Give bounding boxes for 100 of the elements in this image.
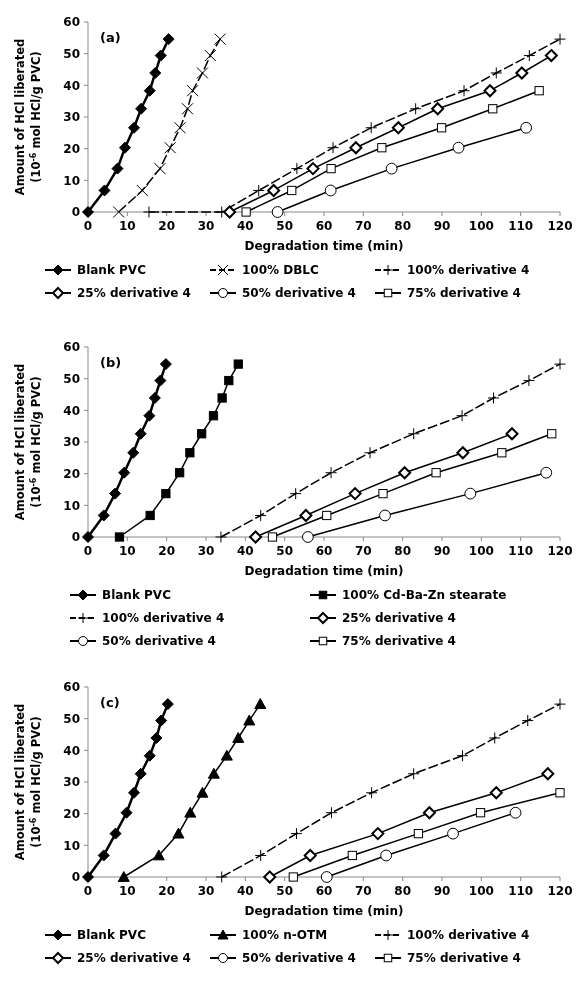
point — [289, 487, 302, 500]
legend-label: 100% n-OTM — [242, 928, 328, 943]
point — [135, 102, 148, 115]
point — [185, 448, 195, 458]
point — [452, 141, 465, 154]
point — [120, 806, 133, 819]
point — [152, 849, 165, 861]
y-tick-label: 30 — [63, 110, 80, 125]
point — [109, 487, 122, 500]
point — [407, 427, 420, 440]
x-tick-label: 100 — [468, 884, 494, 898]
x-tick-label: 100 — [468, 544, 494, 558]
x-tick-label: 60 — [315, 544, 333, 558]
point — [249, 530, 263, 544]
point — [287, 185, 297, 196]
point — [161, 488, 171, 499]
point — [174, 121, 187, 134]
point — [509, 806, 522, 819]
y-tick-label: 60 — [63, 15, 80, 30]
y-tick-label: 40 — [63, 78, 80, 93]
point — [554, 358, 566, 371]
x-tick-label: 80 — [394, 884, 412, 898]
point — [224, 375, 234, 386]
point — [134, 767, 147, 780]
x-tick-label: 50 — [276, 219, 294, 233]
point — [398, 466, 412, 480]
point — [301, 531, 314, 543]
x-tick-label: 40 — [236, 544, 254, 558]
y-tick-label: 20 — [63, 806, 80, 821]
point — [320, 871, 333, 883]
point — [299, 508, 313, 522]
y-tick-label: 10 — [63, 498, 80, 513]
point — [521, 714, 534, 727]
point — [208, 411, 219, 421]
point — [327, 141, 340, 154]
point — [112, 206, 125, 218]
point — [290, 827, 303, 840]
point — [365, 786, 378, 799]
point — [456, 749, 469, 762]
point — [215, 871, 228, 883]
x-tick-label: 80 — [394, 219, 412, 233]
point — [407, 767, 420, 780]
point — [111, 162, 124, 175]
point — [488, 731, 501, 744]
legend-label: 100% DBLC — [242, 263, 319, 278]
x-tick-label: 110 — [508, 884, 534, 898]
y-tick-label: 50 — [63, 371, 80, 386]
point — [214, 33, 227, 46]
point — [364, 446, 377, 459]
point — [149, 66, 162, 79]
x-tick-label: 10 — [118, 884, 136, 898]
point — [547, 429, 557, 439]
legend-label: Blank PVC — [77, 263, 147, 278]
point — [254, 509, 267, 522]
point — [148, 391, 161, 404]
point — [172, 827, 185, 839]
point — [534, 86, 544, 96]
point — [241, 207, 251, 217]
legend-label: 100% Cd-Ba-Zn stearate — [342, 588, 507, 603]
point — [118, 466, 131, 479]
point — [161, 698, 174, 711]
point — [263, 870, 277, 884]
point — [98, 184, 111, 197]
point — [380, 849, 393, 862]
text: (c) — [100, 695, 120, 710]
point — [431, 468, 441, 478]
legend-label: Blank PVC — [102, 588, 172, 603]
y-tick-label: 60 — [63, 680, 80, 695]
point — [303, 848, 317, 862]
point — [379, 509, 391, 522]
point — [378, 488, 388, 499]
point — [431, 102, 445, 116]
y-tick-label: 50 — [63, 46, 80, 61]
point — [326, 163, 336, 174]
point — [164, 141, 177, 154]
point — [143, 749, 156, 762]
point — [365, 121, 378, 134]
y-tick-label: 10 — [63, 838, 80, 853]
legend-label: 25% derivative 4 — [77, 286, 191, 301]
y-tick-label: 0 — [71, 870, 80, 885]
x-tick-label: 60 — [315, 219, 333, 233]
point — [541, 767, 555, 781]
point — [207, 767, 220, 779]
point — [82, 531, 94, 543]
x-tick-label: 20 — [158, 544, 176, 558]
point — [554, 698, 566, 711]
legend-label: 50% derivative 4 — [102, 634, 216, 649]
x-tick-label: 40 — [236, 884, 254, 898]
point — [214, 531, 227, 543]
point — [540, 466, 553, 479]
point — [233, 359, 243, 369]
text: (b) — [100, 355, 122, 370]
x-tick-label: 10 — [118, 219, 136, 233]
x-tick-label: 110 — [508, 544, 534, 558]
x-tick-label: 70 — [354, 544, 372, 558]
x-tick-label: 90 — [433, 219, 451, 233]
x-axis-title: Degradation time (min) — [244, 564, 404, 578]
point — [497, 448, 507, 458]
point — [155, 714, 168, 727]
point — [109, 827, 122, 840]
